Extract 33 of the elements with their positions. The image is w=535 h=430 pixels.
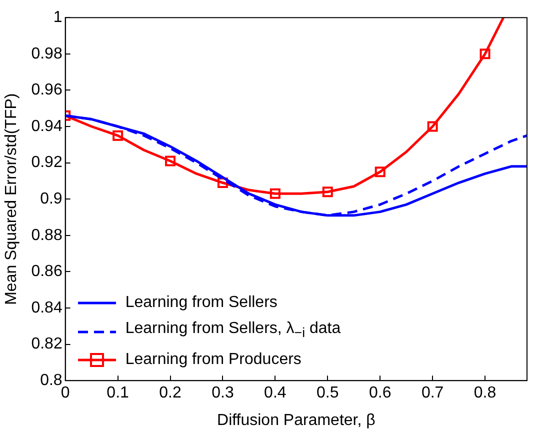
x-tick-label: 0.3 <box>212 384 234 402</box>
x-tick-label: 0.4 <box>264 384 286 402</box>
point <box>427 121 438 132</box>
x-tick-label: 0 <box>60 384 70 402</box>
point <box>217 178 228 188</box>
y-tick-label: 0.94 <box>31 118 62 135</box>
point <box>374 166 386 178</box>
y-tick-label: 0.96 <box>31 82 62 99</box>
x-tick-label: 0.5 <box>316 384 339 402</box>
y-tick-label: 0.88 <box>31 226 62 244</box>
y-tick-label: 0.8 <box>40 372 62 390</box>
legend-label: Learning from Sellers, λ$_{−i}$ data <box>125 319 341 343</box>
point <box>112 130 124 141</box>
y-tick-label: 1 <box>53 9 62 26</box>
x-tick-label: 0.2 <box>159 384 182 402</box>
y-tick-label: 0.82 <box>31 336 62 353</box>
y-tick-label: 0.86 <box>31 263 62 280</box>
point <box>480 48 490 60</box>
legend-label: Learning from Sellers <box>125 293 278 314</box>
y-tick-label: 0.84 <box>31 299 62 316</box>
point <box>165 156 176 166</box>
y-axis-title: Mean Squared Error/std(TFP) <box>3 93 20 305</box>
y-tick-label: 0.98 <box>31 45 62 62</box>
point <box>322 186 333 198</box>
y-tick-label: 0.92 <box>31 154 62 172</box>
x-tick-label: 0.8 <box>474 384 496 402</box>
x-axis-title: Diffusion Parameter, β <box>217 412 376 429</box>
x-tick-label: 0.7 <box>421 384 444 402</box>
point <box>270 188 280 199</box>
x-tick-label: 0.6 <box>368 384 392 402</box>
legend-label: Learning from Producers <box>125 350 302 370</box>
y-tick-label: 0.9 <box>40 190 62 208</box>
x-tick-label: 0.1 <box>106 384 130 402</box>
